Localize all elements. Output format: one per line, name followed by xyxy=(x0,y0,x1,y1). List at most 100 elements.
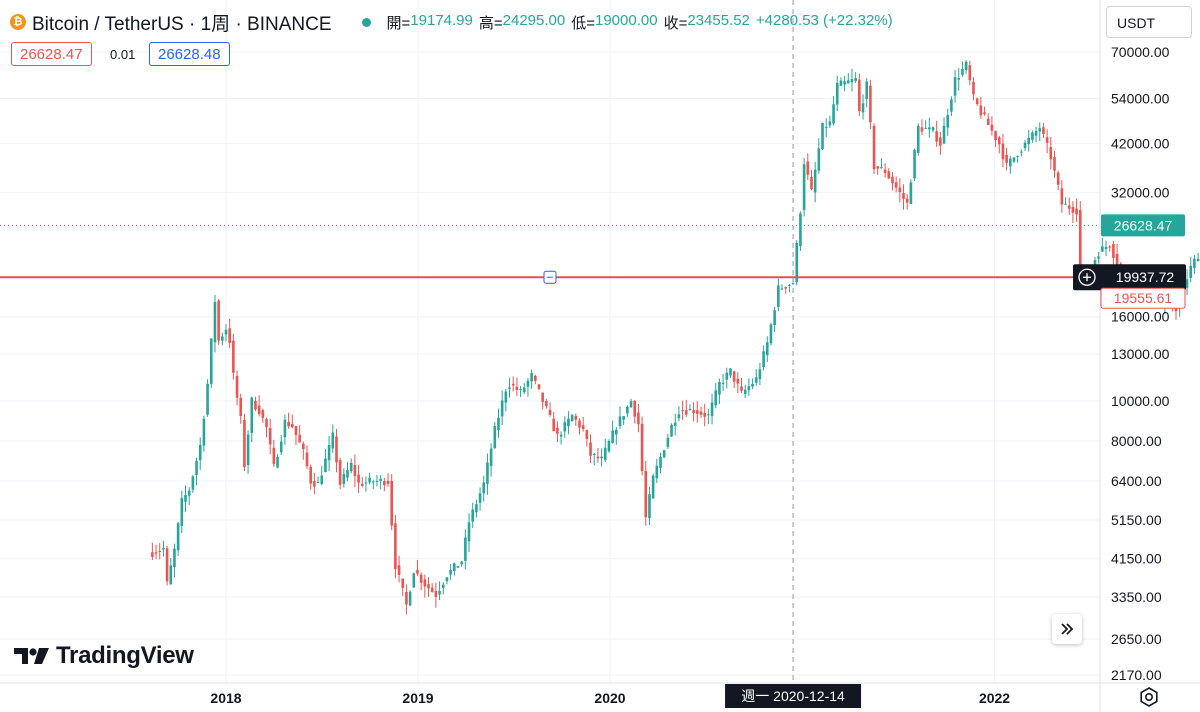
candle-body xyxy=(644,471,648,518)
candle-body xyxy=(1075,208,1078,215)
candle-body xyxy=(162,547,165,550)
price-tick-label: 4150.00 xyxy=(1111,551,1162,567)
candle-body xyxy=(880,167,883,169)
candle xyxy=(648,486,651,525)
candle-body xyxy=(765,342,769,356)
candle xyxy=(1185,269,1189,296)
sell-button[interactable]: 26628.47 xyxy=(11,42,92,66)
candle-body xyxy=(386,481,390,484)
candle xyxy=(401,578,405,597)
ohlc-values: 開= 19174.99 高= 24295.00 低= 19000.00 收= 23455… xyxy=(387,12,899,33)
candle xyxy=(500,390,504,426)
candle xyxy=(684,399,688,417)
candle-body xyxy=(327,444,331,461)
candle-body xyxy=(1009,158,1012,167)
candle xyxy=(670,423,673,437)
candle-body xyxy=(198,445,202,461)
candle xyxy=(611,420,614,444)
candle-body xyxy=(1049,147,1053,160)
candle-body xyxy=(1064,203,1067,205)
candle-body xyxy=(968,65,972,81)
candle-body xyxy=(743,389,747,394)
candle xyxy=(964,60,968,74)
candle xyxy=(585,429,589,447)
candle xyxy=(324,449,327,473)
bitcoin-icon: ₿ xyxy=(10,14,26,30)
candle xyxy=(1104,240,1108,257)
candle-body xyxy=(537,384,541,389)
candle-body xyxy=(946,115,950,128)
candle-body xyxy=(725,372,729,380)
crosshair-price-label: 19937.72 xyxy=(1116,269,1175,285)
candle-body xyxy=(169,565,173,585)
candle-body xyxy=(176,523,180,551)
candle-body xyxy=(740,386,743,391)
candle xyxy=(655,458,659,483)
candle-body xyxy=(158,550,162,552)
symbol-title[interactable]: Bitcoin / TetherUS · 1周 · BINANCE xyxy=(32,13,332,35)
candle-body xyxy=(290,423,294,428)
scroll-to-realtime-button[interactable] xyxy=(1052,614,1082,644)
candle xyxy=(508,377,511,398)
candle-body xyxy=(799,213,802,247)
candle-body xyxy=(405,591,408,605)
high-value: 24295.00 xyxy=(502,11,566,29)
buy-button[interactable]: 26628.48 xyxy=(149,42,230,66)
candle xyxy=(1016,155,1019,163)
candle xyxy=(1023,140,1027,151)
candle-body xyxy=(173,548,176,568)
candle xyxy=(832,96,835,126)
candle-body xyxy=(1067,205,1071,209)
chart-grid xyxy=(0,0,1100,683)
candle-body xyxy=(482,482,486,494)
time-tick-label: 2022 xyxy=(979,690,1010,706)
candle xyxy=(1005,147,1008,171)
candle xyxy=(187,487,191,505)
candle-body xyxy=(434,591,438,597)
candle xyxy=(688,404,692,411)
candle-body xyxy=(324,458,327,473)
candle-body xyxy=(346,470,349,478)
currency-selector[interactable]: USDT xyxy=(1106,6,1192,38)
candle-body xyxy=(534,375,537,381)
candle-body xyxy=(1042,127,1045,135)
candle xyxy=(1060,180,1064,213)
candle xyxy=(861,94,865,120)
candle xyxy=(596,447,600,463)
candle-body xyxy=(626,406,629,414)
candle-body xyxy=(1193,258,1196,268)
candle xyxy=(994,130,997,147)
candle xyxy=(394,515,397,579)
candle-body xyxy=(239,397,243,416)
candle xyxy=(600,448,603,467)
candle xyxy=(279,435,283,455)
candle xyxy=(909,179,913,205)
settings-gear-icon[interactable] xyxy=(1138,686,1160,708)
candle xyxy=(902,184,905,210)
candle-body xyxy=(552,418,556,432)
candle-body xyxy=(1108,246,1112,248)
candle xyxy=(939,131,942,155)
candle xyxy=(246,430,250,474)
candle-body xyxy=(909,182,913,204)
candle xyxy=(710,393,714,425)
candle xyxy=(607,439,611,453)
candle-body xyxy=(511,383,515,386)
candle-body xyxy=(1115,253,1119,267)
candle xyxy=(677,406,681,422)
price-tick-label: 8000.00 xyxy=(1111,433,1162,449)
candle xyxy=(357,465,360,493)
candle xyxy=(1067,197,1071,215)
candle-body xyxy=(1027,137,1031,145)
change-value: +4280.53 (+22.32%) xyxy=(755,11,893,29)
candle xyxy=(202,415,206,452)
candle-body xyxy=(213,302,217,343)
candle xyxy=(184,485,187,512)
candle xyxy=(305,445,309,470)
candle-body xyxy=(927,127,931,130)
tradingview-logo[interactable]: TradingView xyxy=(14,642,194,670)
candle-body xyxy=(795,243,799,283)
candle xyxy=(946,108,950,136)
candle xyxy=(224,324,228,342)
